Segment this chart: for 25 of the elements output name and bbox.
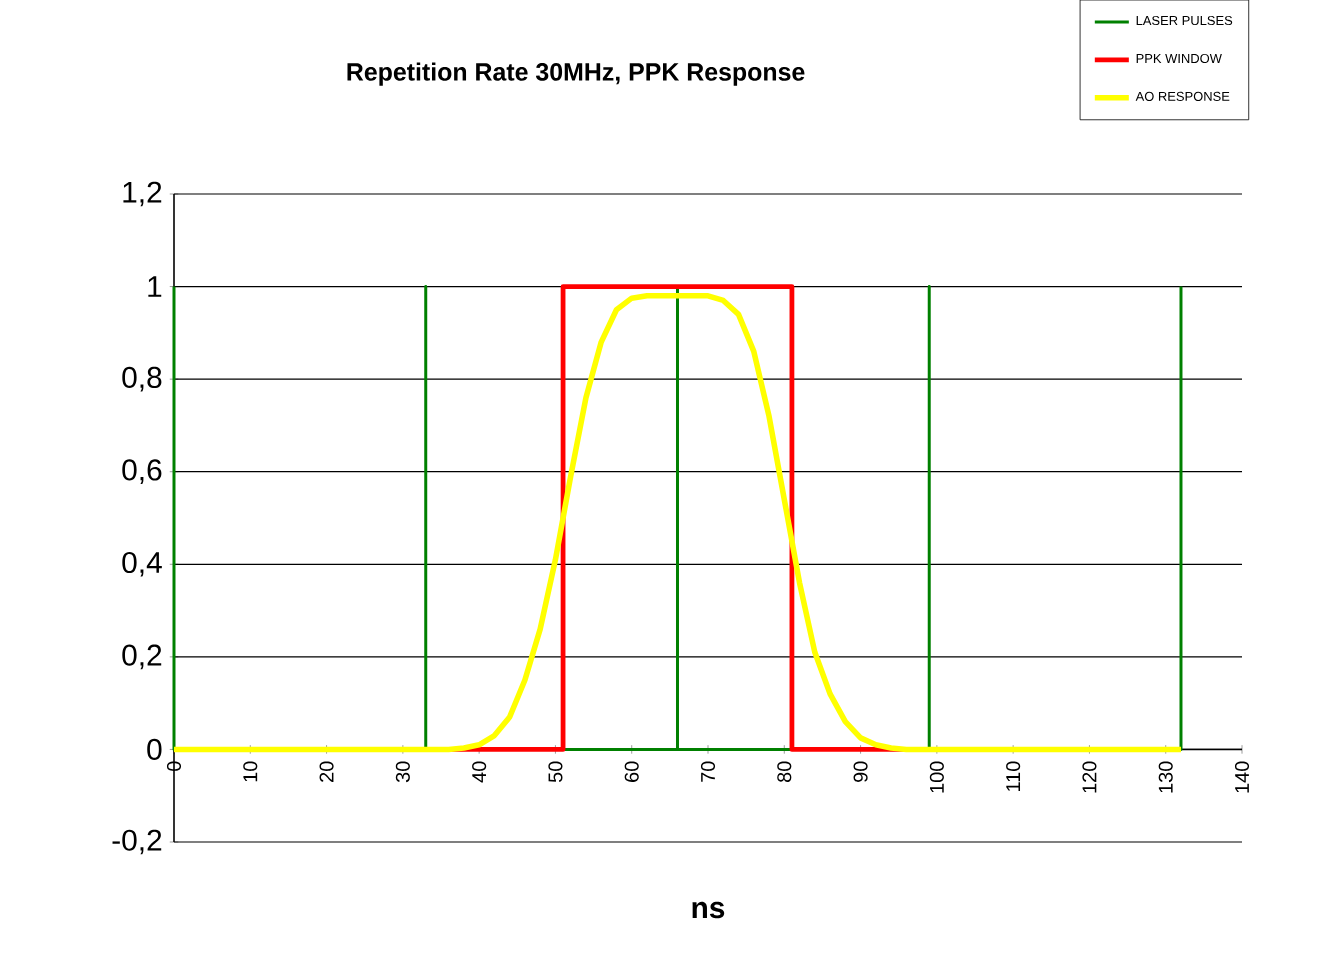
x-tick-label: 20 xyxy=(319,761,334,782)
x-tick-label: 80 xyxy=(777,761,792,783)
x-axis-title: ns xyxy=(692,901,725,919)
y-tick-label: 0,4 xyxy=(122,551,162,577)
x-tick-label: 50 xyxy=(548,761,563,783)
chart-title: Repetition Rate 30MHz, PPK Response xyxy=(347,62,805,86)
x-tick-label: 130 xyxy=(1158,761,1173,793)
y-tick-label: -0,2 xyxy=(112,829,162,855)
x-tick-label: 10 xyxy=(243,761,258,782)
y-tick-label: 0,2 xyxy=(122,644,162,670)
x-tick-label: 110 xyxy=(1006,761,1021,791)
x-tick-label: 70 xyxy=(700,761,716,782)
x-tick-label: 30 xyxy=(395,761,410,783)
y-tick-label: 1 xyxy=(148,276,162,297)
y-tick-label: 0,8 xyxy=(122,366,162,392)
y-tick-label: 1,2 xyxy=(123,181,162,207)
x-tick-label: 0 xyxy=(166,761,182,772)
x-tick-label: 60 xyxy=(624,761,639,782)
y-tick-label: 0 xyxy=(147,738,162,760)
x-tick-label: 40 xyxy=(472,761,487,783)
y-tick-label: 0,6 xyxy=(122,459,162,485)
x-tick-label: 100 xyxy=(929,761,944,793)
x-tick-label: 120 xyxy=(1082,761,1097,793)
x-tick-label: 90 xyxy=(853,761,868,782)
x-tick-label: 140 xyxy=(1234,761,1250,793)
